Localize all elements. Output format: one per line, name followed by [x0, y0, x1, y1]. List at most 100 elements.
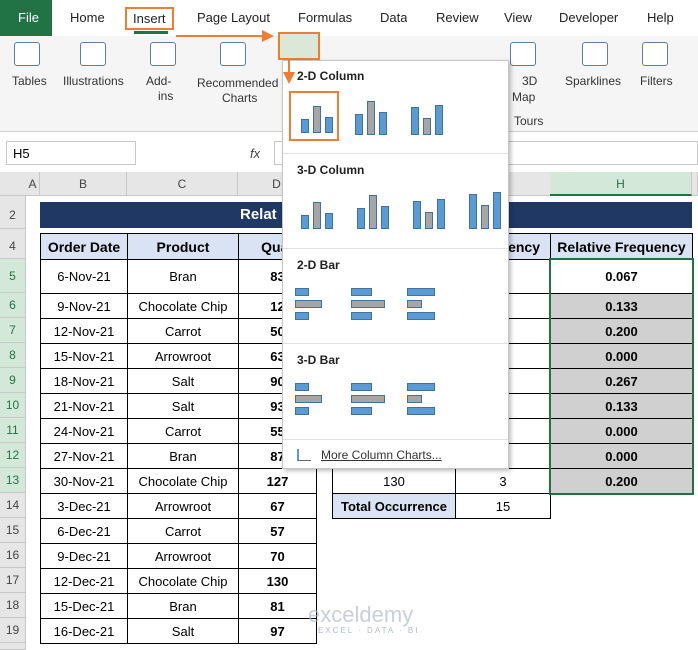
dropdown-section-title: 3-D Bar [297, 353, 340, 367]
chart-option[interactable] [291, 185, 341, 235]
ribbon-group-label[interactable]: 3D [522, 74, 538, 88]
icon-bar [295, 288, 309, 296]
column-header: C [127, 172, 238, 196]
icon-bar [313, 106, 321, 133]
table-cell: Carrot [127, 518, 239, 544]
icon-bar [369, 195, 377, 229]
more-charts-link[interactable]: More Column Charts... [321, 448, 442, 462]
table-cell: Bran [127, 259, 239, 294]
ribbon-tab[interactable]: Formulas [298, 10, 353, 25]
relative-cell: 0.267 [550, 368, 693, 394]
row-header: 12 [0, 443, 26, 468]
icon-bar [351, 383, 372, 391]
chart-option[interactable] [289, 375, 339, 425]
ribbon-tab[interactable]: Data [380, 10, 408, 25]
ribbon-group-label[interactable]: Sparklines [565, 74, 622, 88]
ribbon-icon [582, 42, 608, 66]
row-header: 6 [0, 293, 26, 318]
chart-dropdown: 2-D Column 3-D Column 2-D Bar 3-D Bar More C… [282, 60, 509, 469]
ribbon-group-label[interactable]: ins [158, 89, 174, 103]
table-cell: Chocolate Chip [127, 468, 239, 494]
row-header: 5 [0, 259, 26, 293]
ribbon-group-label[interactable]: Recommended [197, 76, 279, 90]
watermark-name: exceldemy [308, 602, 414, 627]
chart-option[interactable] [459, 185, 508, 235]
chart-option[interactable] [347, 185, 397, 235]
table-cell: 81 [238, 593, 317, 619]
chart-option[interactable] [401, 91, 451, 141]
table-cell: 70 [238, 543, 317, 569]
icon-bar [407, 395, 422, 403]
ribbon-group-label[interactable]: Charts [222, 91, 258, 105]
table-cell: 6-Dec-21 [40, 518, 128, 544]
table-cell: 127 [238, 468, 317, 494]
ribbon-tab[interactable]: Developer [559, 10, 619, 25]
ribbon-tab[interactable]: Home [70, 10, 105, 25]
watermark-tagline: EXCEL · DATA · BI [318, 626, 420, 635]
table-cell: 57 [238, 518, 317, 544]
ribbon-group-label[interactable]: Tours [514, 114, 544, 128]
ribbon-tab[interactable]: Insert [125, 7, 174, 30]
ribbon-group-label[interactable]: Map [512, 90, 536, 104]
column-chart-button[interactable] [278, 32, 320, 60]
ribbon-tab[interactable]: View [504, 10, 532, 25]
ribbon-icon [220, 42, 246, 66]
icon-bar [295, 383, 309, 391]
table-cell: 15-Dec-21 [40, 593, 128, 619]
ribbon-group-label[interactable]: Illustrations [63, 74, 124, 88]
icon-bar [407, 312, 435, 320]
table-cell: 9-Dec-21 [40, 543, 128, 569]
ribbon-group-label[interactable]: Filters [640, 74, 673, 88]
icon-bar [437, 199, 445, 229]
ribbon-tab[interactable]: Review [436, 10, 479, 25]
column-header: A [26, 172, 40, 196]
chart-option[interactable] [403, 185, 453, 235]
table-cell: 21-Nov-21 [40, 393, 128, 419]
icon-bar [351, 407, 372, 415]
ribbon-icon [510, 42, 536, 66]
ribbon-tab[interactable]: Help [647, 10, 674, 25]
chart-option[interactable] [345, 91, 395, 141]
icon-bar [351, 300, 385, 308]
chart-option[interactable] [401, 280, 451, 330]
column-header: H [550, 172, 692, 196]
icon-bar [301, 119, 309, 133]
ribbon-tab[interactable]: File [18, 10, 39, 25]
chart-option[interactable] [345, 375, 395, 425]
chart-option[interactable] [401, 375, 451, 425]
table-cell: Arrowroot [127, 493, 239, 519]
name-box[interactable]: H5 [6, 141, 136, 165]
chart-option[interactable] [289, 91, 339, 141]
ribbon-tab[interactable]: Page Layout [197, 10, 271, 25]
ribbon-icon [80, 42, 106, 66]
table-cell: Bran [127, 443, 239, 469]
table-cell: 97 [238, 618, 317, 644]
table-cell: Carrot [127, 318, 239, 344]
table-cell: Chocolate Chip [127, 293, 239, 319]
relative-cell: 0.000 [550, 343, 693, 369]
relative-cell: 0.133 [550, 393, 693, 419]
table-cell: Bran [127, 593, 239, 619]
total-value: 15 [455, 493, 551, 519]
row-header: 14 [0, 493, 26, 518]
relative-header: Relative Frequency [550, 233, 693, 260]
table-cell: 130 [238, 568, 317, 594]
icon-bar [379, 112, 387, 135]
table-cell: Arrowroot [127, 343, 239, 369]
insert-underline [134, 31, 168, 34]
ribbon-group-label[interactable]: Tables [12, 74, 47, 88]
icon-bar [325, 117, 333, 133]
table-header: Order Date [40, 233, 128, 260]
ribbon-icon [642, 42, 668, 66]
table-cell: 67 [238, 493, 317, 519]
icon-bar [493, 192, 501, 229]
icon-bar [351, 288, 372, 296]
table-cell: 3-Dec-21 [40, 493, 128, 519]
row-header: 7 [0, 318, 26, 343]
chart-option[interactable] [289, 280, 339, 330]
fx-label: fx [250, 146, 261, 161]
ribbon-group-label[interactable]: Add- [146, 74, 172, 88]
tab-bar [0, 0, 698, 36]
chart-option[interactable] [345, 280, 395, 330]
